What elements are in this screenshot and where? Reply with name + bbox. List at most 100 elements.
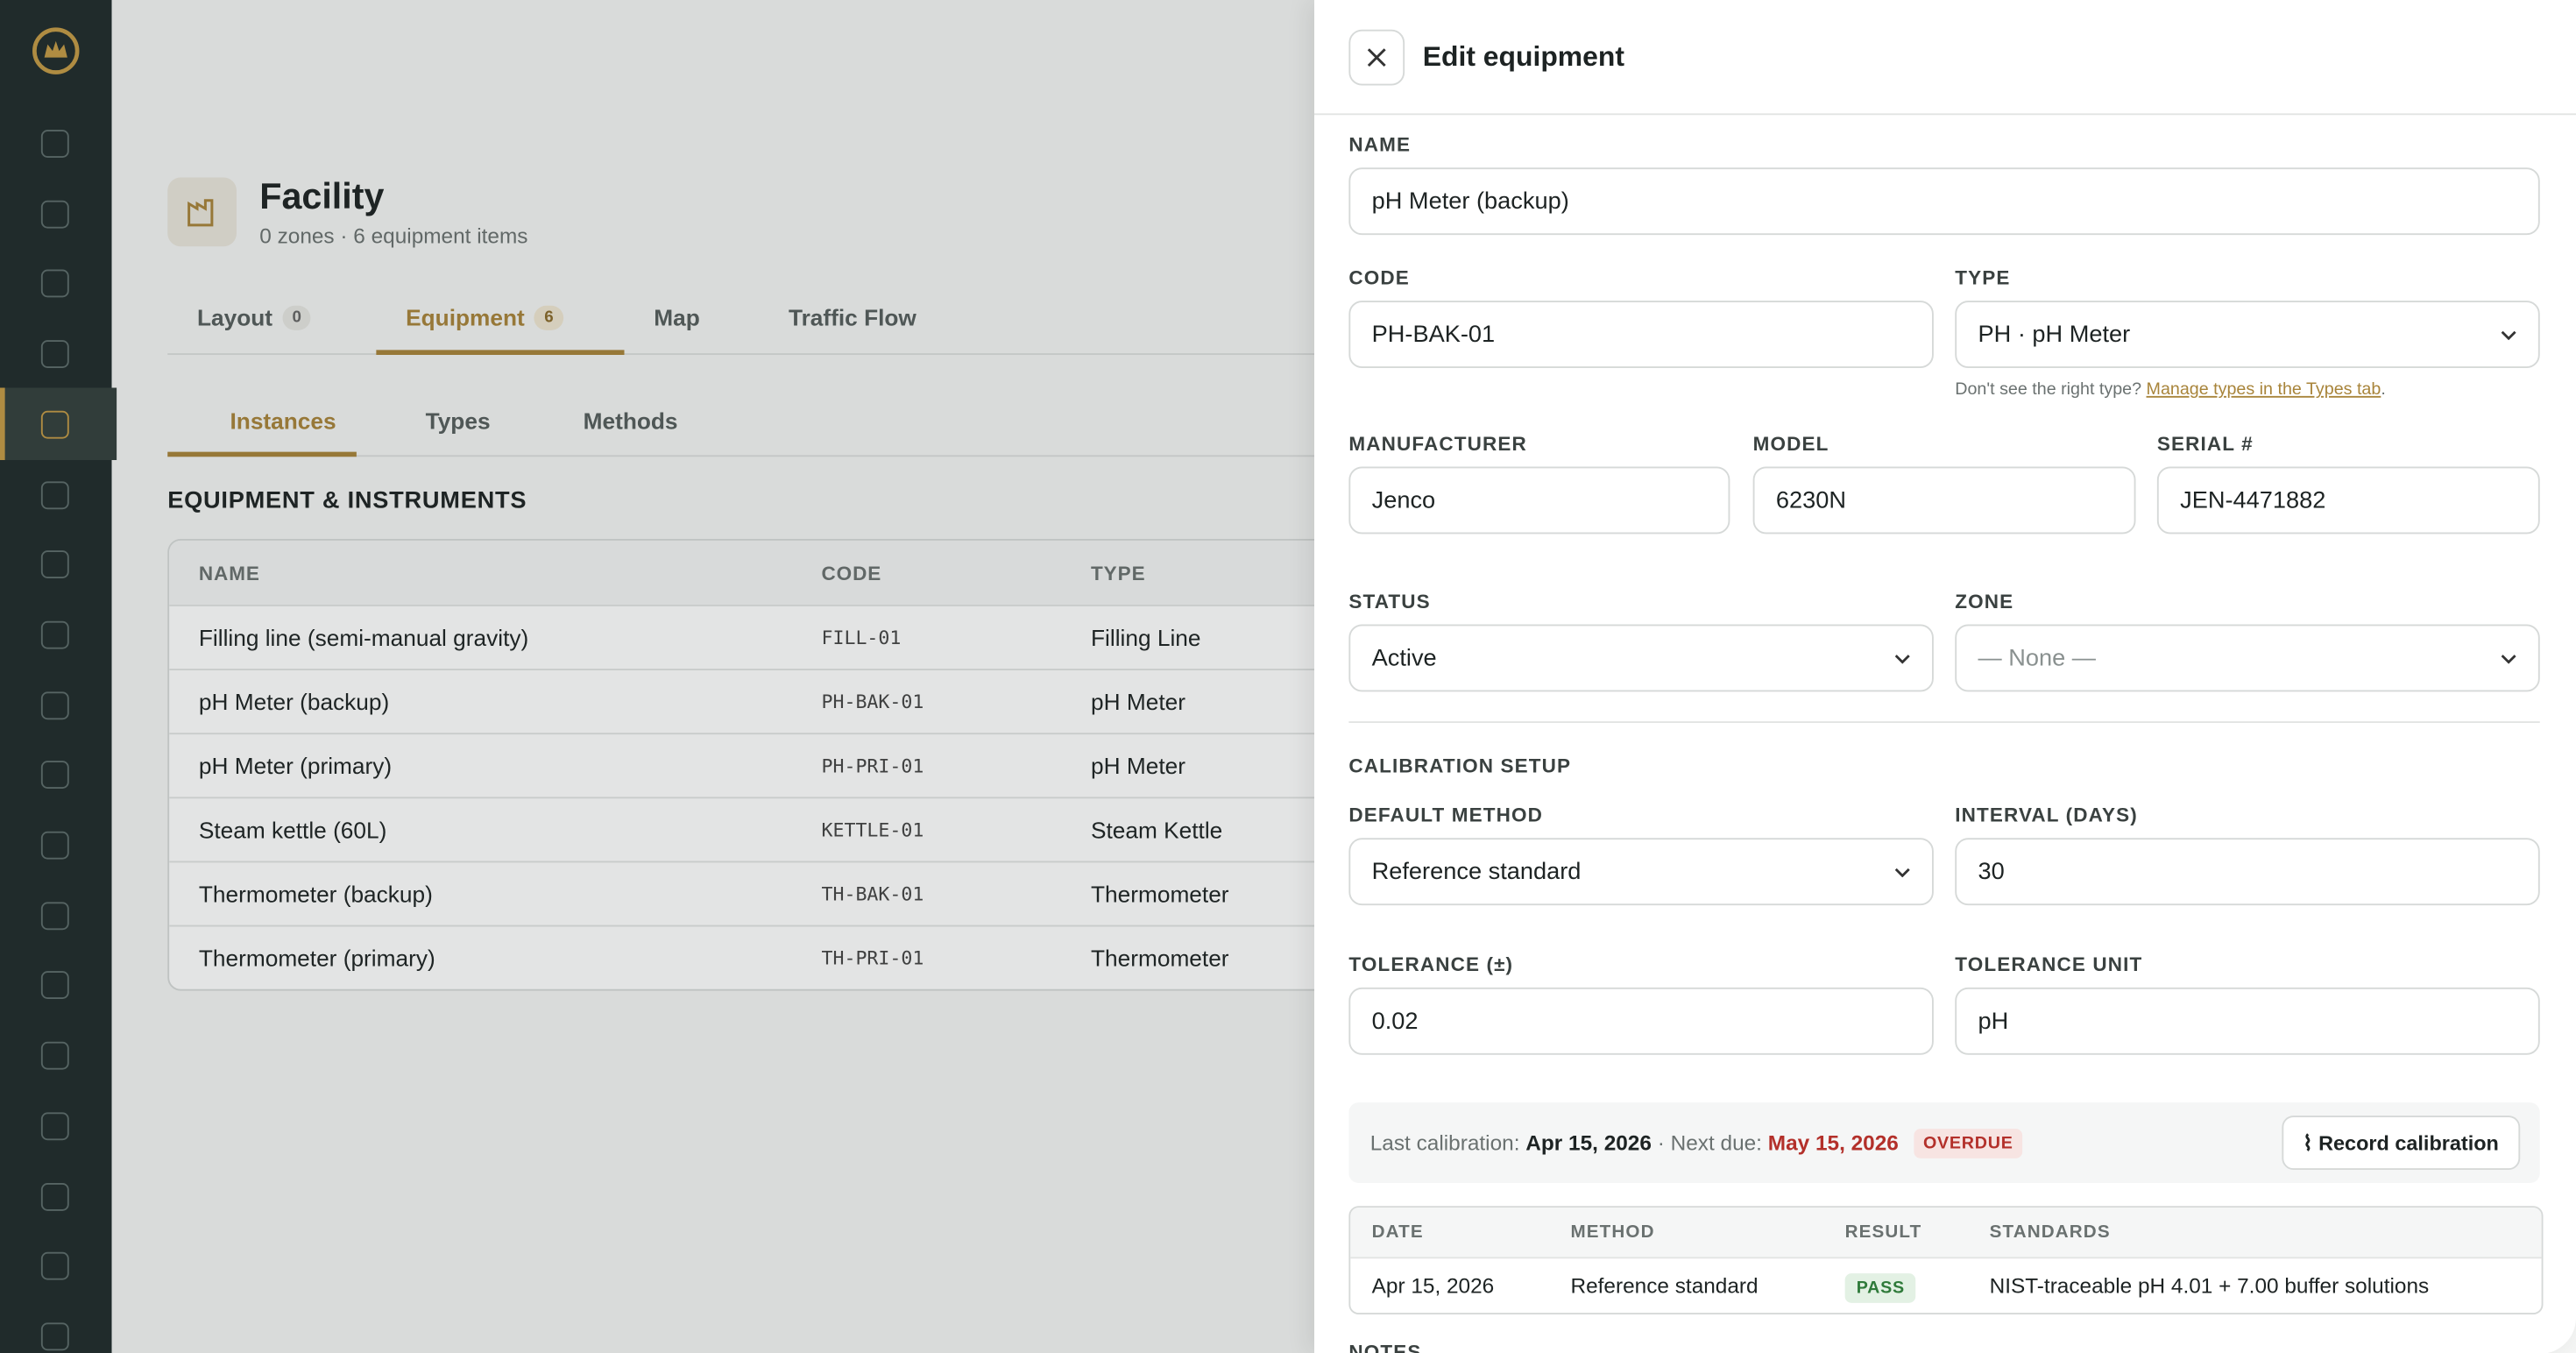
tab[interactable]: Traffic Flow (789, 304, 916, 330)
table-row[interactable]: pH Meter (primary) PH-PRI-01 pH Meter (169, 733, 1419, 797)
form-field: MANUFACTURER Jenco (1348, 432, 1730, 535)
page-subtitle: 0 zones · 6 equipment items (259, 223, 528, 249)
nav-icon[interactable] (40, 1322, 69, 1351)
cell: PH-PRI-01 (821, 754, 924, 777)
tab-label: Traffic Flow (789, 303, 916, 330)
form-field: DEFAULT METHOD Reference standard (1348, 804, 1934, 906)
text-input[interactable]: Jenco (1348, 466, 1730, 535)
tab-underline (376, 350, 625, 355)
cell: Thermometer (1091, 945, 1229, 972)
history-header: DATE METHOD RESULT STANDARDS (1350, 1208, 2542, 1257)
select[interactable]: — None — (1955, 624, 2540, 692)
hint-suffix: . (2381, 379, 2386, 400)
field-label: TYPE (1955, 266, 2011, 289)
text-input[interactable]: JEN-4471882 (2156, 466, 2540, 535)
section-heading: CALIBRATION SETUP (1348, 754, 1572, 777)
tab-label: Equipment (406, 303, 525, 330)
field-label: MANUFACTURER (1348, 432, 1527, 456)
history-row: Apr 15, 2026 Reference standard PASS NIST-t… (1350, 1257, 2542, 1313)
form-field: TOLERANCE UNIT pH (1955, 953, 2540, 1055)
logo (32, 27, 80, 74)
column-header: NAME (198, 561, 260, 584)
nav-icon[interactable] (40, 1041, 69, 1070)
form-field: INTERVAL (DAYS) 30 (1955, 804, 2540, 906)
record-button[interactable]: ⌇ Record calibration (2281, 1116, 2521, 1170)
cell: TH-BAK-01 (821, 882, 924, 906)
cell: KETTLE-01 (821, 818, 924, 841)
tab-label: Layout (197, 303, 273, 330)
field-value: Active (1371, 644, 1437, 671)
nav-icon[interactable] (40, 971, 69, 1000)
cell: Filling line (semi-manual gravity) (198, 624, 529, 651)
table-row[interactable]: Thermometer (backup) TH-BAK-01 Thermometer (169, 861, 1419, 925)
cell: Steam Kettle (1091, 816, 1223, 843)
chevron (1894, 867, 1910, 877)
cell: Thermometer (primary) (198, 945, 435, 972)
table-row[interactable]: Steam kettle (60L) KETTLE-01 Steam Kettle (169, 797, 1419, 861)
column-header: DATE (1371, 1222, 1424, 1243)
hint-link[interactable]: Manage types in the Types tab (2146, 379, 2381, 400)
tab-active[interactable]: Equipment 6 (406, 304, 563, 330)
text-input[interactable]: 6230N (1752, 466, 2136, 535)
tab[interactable]: Map (654, 304, 700, 330)
text-input[interactable]: 30 (1955, 838, 2540, 906)
nav-icon[interactable] (40, 1111, 69, 1140)
subtab-active[interactable]: Instances (230, 407, 336, 434)
tab-divider (167, 353, 1318, 355)
table-header: NAME CODE TYPE (169, 540, 1419, 605)
nav-icon[interactable] (40, 130, 69, 158)
form-field: CODE PH-BAK-01 (1348, 266, 1934, 368)
nav-icon[interactable] (40, 761, 69, 790)
text-input[interactable]: pH Meter (backup) (1348, 167, 2540, 236)
page-title: Facility (259, 175, 385, 217)
nav-icon[interactable] (40, 1252, 69, 1280)
nav-icon[interactable] (40, 270, 69, 299)
equipment-table: NAME CODE TYPE Filling line (semi-manual gr… (167, 539, 1419, 991)
overlay[interactable] (0, 0, 1314, 1353)
subtab-divider (167, 455, 1318, 457)
select[interactable]: PH · pH Meter (1955, 301, 2540, 368)
cell: pH Meter (1091, 688, 1185, 715)
nav-icon[interactable] (40, 550, 69, 579)
tab[interactable]: Layout 0 (197, 303, 312, 330)
select[interactable]: Active (1348, 624, 1934, 692)
text-input[interactable]: pH (1955, 987, 2540, 1055)
form-field: MODEL 6230N (1752, 432, 2136, 535)
subtab[interactable]: Methods (583, 407, 678, 434)
nav-icon[interactable] (40, 200, 69, 229)
cell: Thermometer (backup) (198, 881, 433, 907)
field-value: pH (1978, 1008, 2009, 1035)
section-divider (1348, 721, 2540, 723)
nav-icon[interactable] (40, 691, 69, 719)
field-label: TOLERANCE UNIT (1955, 953, 2143, 976)
field-value: Jenco (1371, 486, 1436, 514)
nav-icon[interactable] (40, 1182, 69, 1210)
nav-icon[interactable] (40, 410, 69, 439)
nav-icon[interactable] (40, 340, 69, 369)
field-value: Reference standard (1371, 858, 1582, 885)
history-table: DATE METHOD RESULT STANDARDS Apr 15, 2026 Ref… (1348, 1206, 2544, 1314)
subtab[interactable]: Types (425, 407, 491, 434)
form-field: TOLERANCE (±) 0.02 (1348, 953, 1934, 1055)
cell: pH Meter (primary) (198, 752, 393, 779)
field-value: 0.02 (1371, 1008, 1419, 1035)
cell: Reference standard (1570, 1273, 1759, 1299)
next-date: May 15, 2026 (1767, 1130, 1899, 1156)
table-row[interactable]: pH Meter (backup) PH-BAK-01 pH Meter (169, 669, 1419, 733)
cell: Steam kettle (60L) (198, 816, 387, 843)
close-button[interactable] (1348, 29, 1405, 86)
form-field: SERIAL # JEN-4471882 (2156, 432, 2540, 535)
text-input[interactable]: 0.02 (1348, 987, 1934, 1055)
column-header: METHOD (1570, 1222, 1655, 1243)
text-input[interactable]: PH-BAK-01 (1348, 301, 1934, 368)
table-row[interactable]: Thermometer (primary) TH-PRI-01 Thermomete… (169, 924, 1419, 989)
nav-icon[interactable] (40, 480, 69, 509)
select[interactable]: Reference standard (1348, 838, 1934, 906)
table-row[interactable]: Filling line (semi-manual gravity) FILL-0… (169, 605, 1419, 669)
subtab-underline (167, 451, 357, 457)
nav-icon[interactable] (40, 620, 69, 649)
nav-icon[interactable] (40, 831, 69, 860)
nav-icon[interactable] (40, 901, 69, 930)
field-label: CODE (1348, 266, 1410, 289)
